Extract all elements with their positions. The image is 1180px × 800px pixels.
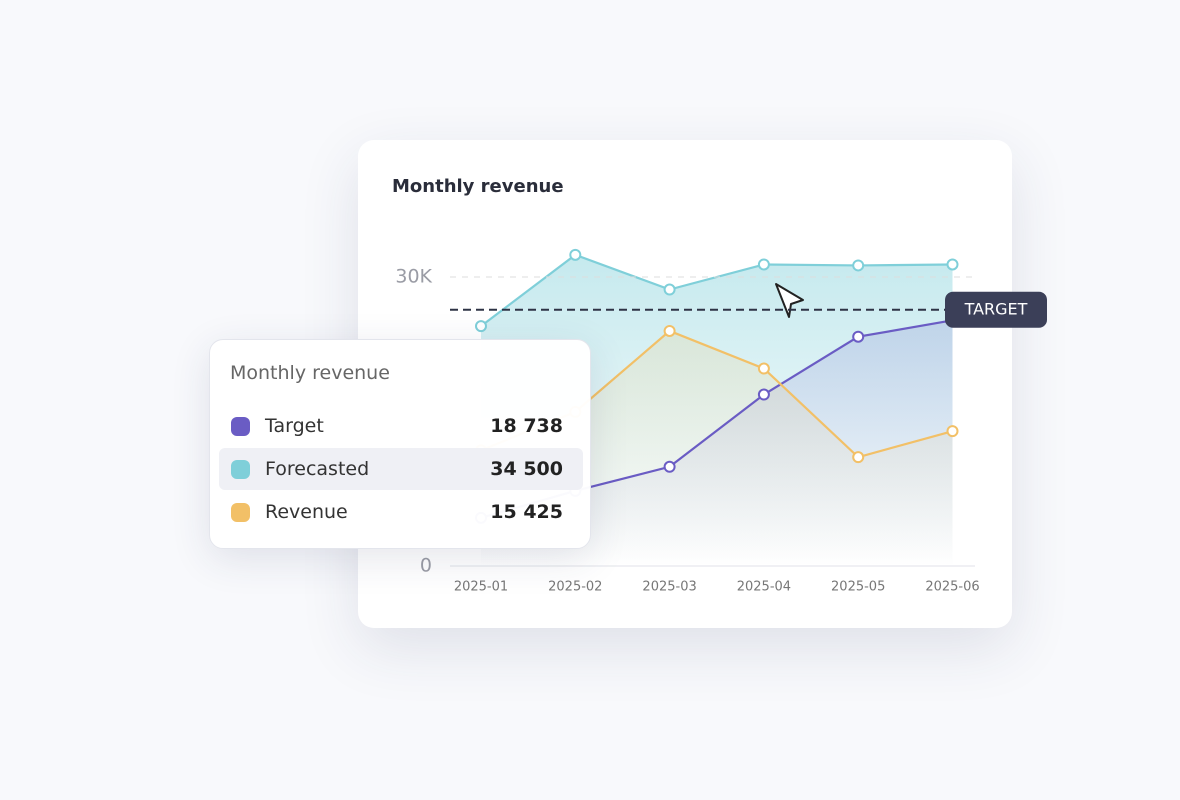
legend-label: Forecasted xyxy=(265,458,370,480)
data-point xyxy=(852,259,865,272)
y-tick-label: 0 xyxy=(420,555,432,577)
x-tick-label: 2025-04 xyxy=(737,580,791,595)
data-point xyxy=(757,258,770,271)
tooltip-row: Target 18 738 xyxy=(219,405,583,447)
cursor xyxy=(775,283,804,318)
data-point xyxy=(663,283,676,296)
data-point xyxy=(946,258,959,271)
data-point xyxy=(946,425,959,438)
chart-title: Monthly revenue xyxy=(392,176,564,197)
data-point xyxy=(663,460,676,473)
tooltip-value: 15 425 xyxy=(490,501,563,523)
data-point xyxy=(663,324,676,337)
data-point xyxy=(569,248,582,261)
tooltip-value: 18 738 xyxy=(490,415,563,437)
tooltip-value: 34 500 xyxy=(490,458,563,480)
legend-swatch xyxy=(231,417,250,436)
tooltip-row: Forecasted 34 500 xyxy=(219,448,583,490)
legend-swatch xyxy=(231,503,250,522)
tooltip-title: Monthly revenue xyxy=(230,362,390,384)
target-label: TARGET xyxy=(964,299,1028,318)
tooltip: Monthly revenue Target 18 738 Forecasted 34… xyxy=(209,339,591,549)
legend-label: Revenue xyxy=(265,501,348,523)
area xyxy=(481,330,953,566)
data-point xyxy=(852,451,865,464)
x-tick-label: 2025-05 xyxy=(831,580,885,595)
data-point xyxy=(852,330,865,343)
tooltip-row: Revenue 15 425 xyxy=(219,491,583,533)
y-tick-label: 30K xyxy=(395,266,432,288)
data-point xyxy=(475,320,487,333)
x-tick-label: 2025-02 xyxy=(548,580,602,595)
legend-swatch xyxy=(231,460,250,479)
data-point xyxy=(757,362,770,375)
legend-label: Target xyxy=(265,415,324,437)
x-tick-label: 2025-06 xyxy=(925,580,979,595)
x-tick-label: 2025-03 xyxy=(642,580,696,595)
target-badge xyxy=(945,291,1047,328)
data-point xyxy=(757,388,770,401)
x-tick-label: 2025-01 xyxy=(454,580,508,595)
